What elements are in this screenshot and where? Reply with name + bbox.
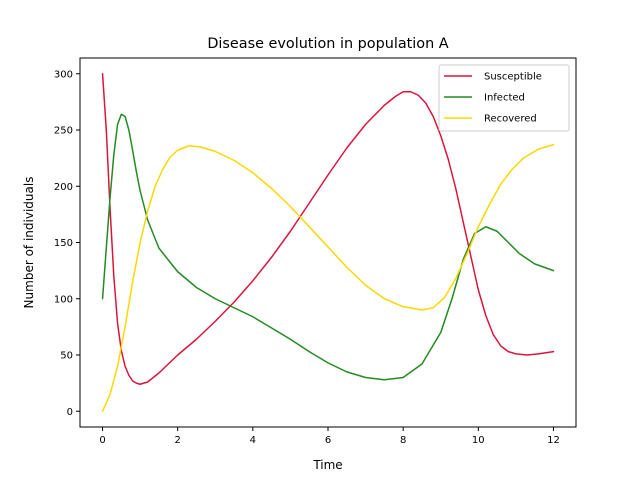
x-tick-label: 6	[325, 435, 331, 446]
x-axis-label: Time	[312, 458, 342, 472]
x-tick-label: 10	[472, 435, 485, 446]
y-axis-label: Number of individuals	[22, 177, 36, 309]
legend-label-infected: Infected	[484, 93, 525, 104]
y-axis: 0 50 100 150 200 250 300	[54, 69, 80, 418]
legend-label-susceptible: Susceptible	[484, 72, 542, 83]
y-tick-label: 200	[54, 182, 73, 193]
x-tick-label: 2	[175, 435, 181, 446]
legend-frame	[438, 64, 570, 132]
x-tick-label: 12	[547, 435, 560, 446]
series-layer	[101, 73, 555, 412]
y-tick-label: 100	[54, 294, 73, 305]
y-tick-label: 50	[60, 351, 73, 362]
legend-label-recovered: Recovered	[484, 114, 537, 125]
y-tick-label: 0	[67, 407, 73, 418]
series-line-infected	[101, 113, 555, 381]
series-line-susceptible	[101, 73, 555, 385]
x-axis: 0 2 4 6 8 10 12	[99, 427, 560, 446]
chart-title: Disease evolution in population A	[207, 36, 448, 52]
y-tick-label: 150	[54, 238, 73, 249]
y-tick-label: 250	[54, 126, 73, 137]
series-line-recovered	[101, 143, 555, 412]
x-tick-label: 4	[250, 435, 256, 446]
x-tick-label: 0	[99, 435, 105, 446]
y-tick-label: 300	[54, 69, 73, 80]
legend: Susceptible Infected Recovered	[438, 64, 570, 132]
x-tick-label: 8	[400, 435, 406, 446]
